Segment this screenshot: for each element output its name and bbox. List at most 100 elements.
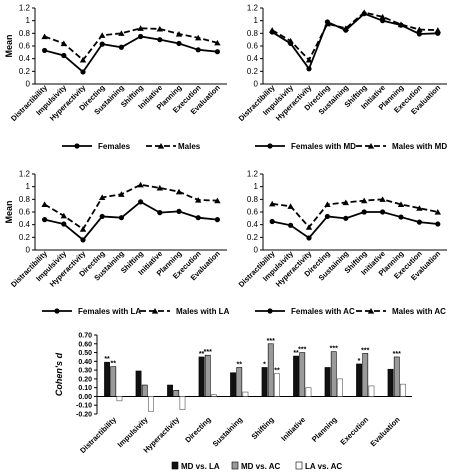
y-tick-label: 1.2: [19, 4, 31, 13]
data-point-circle: [61, 52, 67, 59]
data-point-circle: [306, 235, 312, 241]
data-point-triangle: [342, 25, 349, 31]
y-tick-label: 0.30: [78, 368, 92, 375]
x-tick-label: Planning: [310, 415, 339, 444]
legend-label: MD vs. AC: [241, 462, 280, 471]
series-line-females: [44, 200, 218, 242]
data-point-triangle: [156, 25, 163, 32]
bar-md-vs-ac: [393, 356, 400, 397]
significance-label: **: [237, 361, 243, 368]
bar-la-vs-ac: [179, 396, 186, 410]
bar-md-vs-la: [356, 363, 362, 397]
data-point-circle: [306, 66, 312, 72]
bar-md-vs-la: [324, 367, 331, 397]
legend-marker-triangle: [367, 143, 375, 149]
data-point-circle: [398, 214, 404, 220]
legend-marker-circle: [54, 308, 60, 314]
data-point-triangle: [118, 191, 125, 197]
legend-marker-circle: [267, 308, 273, 314]
series-line-females: [44, 35, 218, 74]
y-tick-label: 1: [26, 16, 31, 25]
bar-la-vs-ac: [274, 373, 280, 397]
data-point-circle: [176, 208, 182, 214]
bar-md-vs-la: [135, 370, 142, 397]
data-point-circle: [157, 210, 163, 216]
y-axis-label: Cohen's d: [54, 352, 64, 396]
significance-label: **: [199, 351, 205, 358]
data-point-triangle: [41, 33, 48, 40]
data-point-triangle: [305, 56, 313, 63]
data-point-circle: [80, 237, 86, 243]
y-tick-label: 0: [254, 246, 259, 255]
legend-label: Males with LA: [176, 307, 230, 316]
significance-label: **: [293, 350, 299, 357]
y-tick-label: -0.10: [76, 403, 92, 410]
x-tick-label: Directing: [183, 415, 213, 445]
data-point-triangle: [269, 200, 276, 207]
bar-la-vs-ac: [337, 378, 343, 397]
series-line-males: [44, 183, 218, 231]
data-point-circle: [118, 44, 124, 50]
series-line-males: [44, 27, 218, 62]
legend-swatch: [295, 461, 303, 470]
y-tick-label: 0.2: [19, 233, 31, 242]
data-point-triangle: [41, 201, 48, 207]
y-tick-label: 0.6: [19, 42, 31, 51]
data-point-circle: [343, 215, 349, 221]
bar-md-vs-la: [104, 361, 110, 397]
data-point-circle: [214, 217, 220, 223]
significance-label: ***: [393, 351, 401, 358]
data-point-triangle: [99, 32, 106, 38]
data-point-triangle: [287, 37, 294, 44]
data-point-triangle: [137, 181, 144, 188]
y-tick-label: 0.8: [19, 195, 31, 204]
bar-md-vs-ac: [204, 354, 211, 397]
y-tick-label: 0.60: [78, 341, 92, 348]
x-tick-label: Distractibility: [78, 414, 119, 455]
bar-md-vs-ac: [330, 351, 337, 397]
bar-md-vs-ac: [299, 352, 306, 397]
data-point-triangle: [118, 30, 125, 36]
data-point-circle: [138, 33, 144, 40]
data-point-circle: [61, 221, 67, 227]
legend-marker-triangle: [151, 308, 159, 314]
x-tick-label: Evaluation: [368, 415, 401, 448]
bar-la-vs-ac: [368, 385, 375, 397]
significance-label: *: [263, 361, 266, 368]
y-tick-label: 0.6: [247, 208, 259, 217]
significance-label: ***: [298, 347, 306, 354]
legend-label: Females: [98, 142, 131, 151]
series-line-females: [271, 12, 438, 71]
line-chart-1: 00.20.40.60.811.2MeanDistractibilityImpu…: [4, 4, 227, 151]
data-point-circle: [288, 222, 294, 228]
data-point-triangle: [416, 26, 423, 33]
legend-label: Males with MD: [392, 142, 447, 151]
data-point-circle: [80, 69, 86, 75]
data-point-triangle: [214, 39, 221, 46]
data-point-triangle: [379, 196, 386, 202]
y-tick-label: 0.6: [247, 42, 259, 51]
legend-marker-triangle: [157, 143, 165, 149]
y-axis-label: Mean: [4, 34, 14, 57]
bar-md-vs-la: [387, 368, 394, 397]
data-point-circle: [380, 209, 386, 215]
legend-label: Females with MD: [291, 142, 356, 151]
y-tick-label: -0.20: [76, 412, 92, 419]
data-point-triangle: [195, 34, 202, 41]
data-point-triangle: [175, 30, 183, 37]
data-point-circle: [176, 40, 182, 47]
series-line-females: [272, 211, 438, 240]
legend-marker-triangle: [367, 308, 375, 314]
legend-label: Females with LA: [78, 307, 141, 316]
data-point-triangle: [305, 224, 313, 230]
line-chart-4: 00.20.40.60.811.2DistractibilityImpulsiv…: [237, 170, 447, 316]
data-point-triangle: [324, 20, 331, 27]
data-point-triangle: [79, 226, 87, 232]
data-point-triangle: [434, 209, 441, 215]
data-point-circle: [195, 215, 201, 221]
y-tick-label: 1.2: [247, 170, 259, 179]
data-point-triangle: [416, 205, 423, 211]
data-point-triangle: [397, 201, 405, 207]
y-tick-label: 0.6: [19, 208, 31, 217]
data-point-triangle: [342, 199, 349, 206]
